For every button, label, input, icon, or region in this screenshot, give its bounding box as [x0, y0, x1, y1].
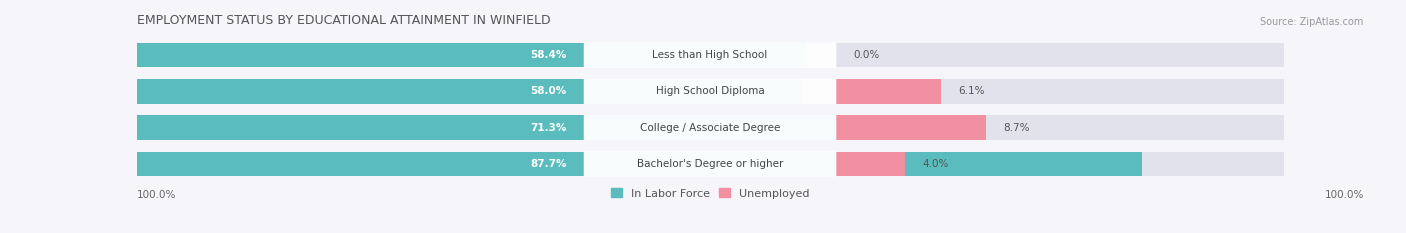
Bar	[136, 115, 1284, 140]
Text: 100.0%: 100.0%	[1324, 190, 1364, 200]
Text: Source: ZipAtlas.com: Source: ZipAtlas.com	[1260, 17, 1364, 27]
Text: 8.7%: 8.7%	[1002, 123, 1029, 133]
Bar	[837, 151, 905, 176]
Text: 0.0%: 0.0%	[853, 50, 880, 60]
Legend: In Labor Force, Unemployed: In Labor Force, Unemployed	[610, 188, 810, 199]
FancyBboxPatch shape	[583, 151, 837, 177]
Bar	[136, 151, 1284, 176]
Text: 6.1%: 6.1%	[959, 86, 984, 96]
FancyBboxPatch shape	[583, 42, 837, 68]
Text: 100.0%: 100.0%	[136, 190, 176, 200]
Text: Less than High School: Less than High School	[652, 50, 768, 60]
Bar	[837, 115, 986, 140]
Text: 71.3%: 71.3%	[530, 123, 567, 133]
Bar	[136, 43, 807, 68]
Text: 87.7%: 87.7%	[530, 159, 567, 169]
Bar	[136, 43, 1284, 68]
Text: College / Associate Degree: College / Associate Degree	[640, 123, 780, 133]
Bar	[136, 115, 955, 140]
FancyBboxPatch shape	[583, 115, 837, 140]
Text: 58.0%: 58.0%	[530, 86, 567, 96]
Text: EMPLOYMENT STATUS BY EDUCATIONAL ATTAINMENT IN WINFIELD: EMPLOYMENT STATUS BY EDUCATIONAL ATTAINM…	[136, 14, 550, 27]
Bar	[837, 79, 941, 104]
Bar	[136, 151, 1143, 176]
Text: 4.0%: 4.0%	[922, 159, 949, 169]
Text: 58.4%: 58.4%	[530, 50, 567, 60]
Text: High School Diploma: High School Diploma	[655, 86, 765, 96]
FancyBboxPatch shape	[583, 79, 837, 104]
Text: Bachelor's Degree or higher: Bachelor's Degree or higher	[637, 159, 783, 169]
Bar	[136, 79, 1284, 104]
Bar	[136, 79, 801, 104]
